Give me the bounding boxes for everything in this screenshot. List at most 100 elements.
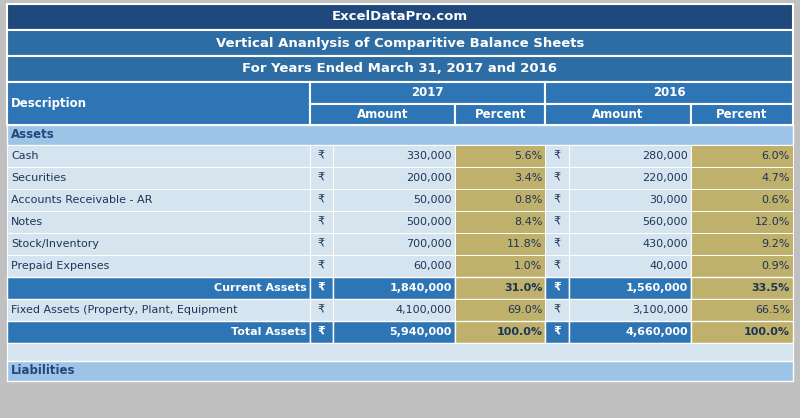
Bar: [7, 82, 310, 125]
Bar: [569, 255, 691, 277]
Text: 11.8%: 11.8%: [507, 239, 542, 249]
Text: ₹: ₹: [554, 195, 561, 205]
Bar: [691, 211, 793, 233]
Text: Amount: Amount: [592, 108, 644, 121]
Text: Amount: Amount: [357, 108, 408, 121]
Text: ₹: ₹: [318, 261, 325, 271]
Text: Accounts Receivable - AR: Accounts Receivable - AR: [11, 195, 152, 205]
Text: 50,000: 50,000: [414, 195, 452, 205]
Text: Total Assets: Total Assets: [231, 327, 306, 337]
Bar: [7, 167, 310, 189]
Bar: [569, 321, 691, 343]
Bar: [310, 145, 333, 167]
Bar: [333, 233, 455, 255]
Text: 69.0%: 69.0%: [507, 305, 542, 315]
Text: 0.9%: 0.9%: [762, 261, 790, 271]
Bar: [7, 321, 310, 343]
Bar: [455, 299, 546, 321]
Text: 31.0%: 31.0%: [504, 283, 542, 293]
Bar: [333, 145, 455, 167]
Bar: [691, 255, 793, 277]
Bar: [333, 277, 455, 299]
Text: 100.0%: 100.0%: [497, 327, 542, 337]
Bar: [333, 255, 455, 277]
Bar: [691, 104, 793, 125]
Bar: [569, 189, 691, 211]
Text: ₹: ₹: [318, 283, 326, 293]
Text: 3.4%: 3.4%: [514, 173, 542, 183]
Text: Percent: Percent: [716, 108, 768, 121]
Bar: [455, 277, 546, 299]
Text: ₹: ₹: [554, 261, 561, 271]
Text: Cash: Cash: [11, 151, 38, 161]
Bar: [333, 167, 455, 189]
Bar: [455, 321, 546, 343]
Text: Notes: Notes: [11, 217, 43, 227]
Bar: [333, 211, 455, 233]
Text: 4.7%: 4.7%: [762, 173, 790, 183]
Text: Fixed Assets (Property, Plant, Equipment: Fixed Assets (Property, Plant, Equipment: [11, 305, 238, 315]
Bar: [546, 255, 569, 277]
Bar: [7, 361, 793, 381]
Text: Description: Description: [11, 97, 87, 110]
Bar: [310, 255, 333, 277]
Bar: [691, 189, 793, 211]
Text: 2016: 2016: [653, 87, 686, 99]
Bar: [691, 145, 793, 167]
Bar: [455, 233, 546, 255]
Bar: [333, 189, 455, 211]
Text: ₹: ₹: [554, 173, 561, 183]
Bar: [7, 299, 310, 321]
Bar: [7, 125, 793, 145]
Bar: [310, 299, 333, 321]
Text: 200,000: 200,000: [406, 173, 452, 183]
Text: 30,000: 30,000: [650, 195, 688, 205]
Bar: [546, 299, 569, 321]
Text: 3,100,000: 3,100,000: [632, 305, 688, 315]
Text: 1,840,000: 1,840,000: [390, 283, 452, 293]
Bar: [546, 167, 569, 189]
Bar: [569, 299, 691, 321]
Bar: [455, 255, 546, 277]
Text: 330,000: 330,000: [406, 151, 452, 161]
Text: Securities: Securities: [11, 173, 66, 183]
Bar: [546, 233, 569, 255]
Bar: [7, 30, 793, 56]
Text: 1.0%: 1.0%: [514, 261, 542, 271]
Text: 5.6%: 5.6%: [514, 151, 542, 161]
Bar: [7, 189, 310, 211]
Text: 4,660,000: 4,660,000: [625, 327, 688, 337]
Text: Assets: Assets: [11, 128, 54, 142]
Text: 33.5%: 33.5%: [752, 283, 790, 293]
Bar: [546, 104, 691, 125]
Text: 0.6%: 0.6%: [762, 195, 790, 205]
Text: 560,000: 560,000: [642, 217, 688, 227]
Bar: [7, 145, 310, 167]
Text: ₹: ₹: [318, 217, 325, 227]
Text: ₹: ₹: [554, 305, 561, 315]
Text: Stock/Inventory: Stock/Inventory: [11, 239, 99, 249]
Text: 40,000: 40,000: [649, 261, 688, 271]
Bar: [546, 321, 569, 343]
Bar: [546, 189, 569, 211]
Text: ₹: ₹: [554, 217, 561, 227]
Text: Current Assets: Current Assets: [214, 283, 306, 293]
Text: Vertical Ananlysis of Comparitive Balance Sheets: Vertical Ananlysis of Comparitive Balanc…: [216, 36, 584, 49]
Bar: [691, 321, 793, 343]
Bar: [691, 233, 793, 255]
Bar: [691, 277, 793, 299]
Bar: [333, 321, 455, 343]
Bar: [455, 167, 546, 189]
Bar: [7, 277, 310, 299]
Text: 12.0%: 12.0%: [754, 217, 790, 227]
Bar: [546, 277, 569, 299]
Bar: [569, 233, 691, 255]
Text: ₹: ₹: [554, 327, 561, 337]
Text: Liabilities: Liabilities: [11, 364, 75, 377]
Text: ₹: ₹: [318, 327, 326, 337]
Text: 66.5%: 66.5%: [754, 305, 790, 315]
Bar: [455, 189, 546, 211]
Text: 60,000: 60,000: [414, 261, 452, 271]
Text: 0.8%: 0.8%: [514, 195, 542, 205]
Bar: [310, 82, 546, 104]
